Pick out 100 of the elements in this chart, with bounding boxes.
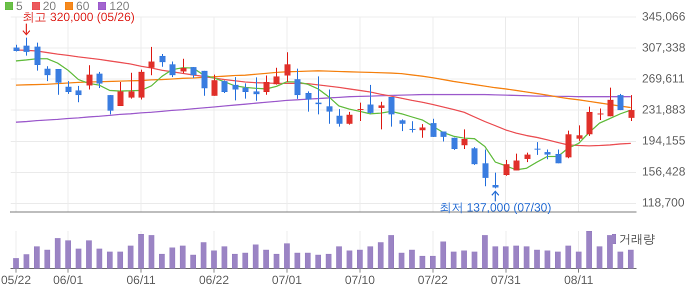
bar	[304, 252, 311, 269]
bar	[169, 248, 176, 269]
bar	[420, 256, 426, 269]
bar	[284, 243, 290, 269]
candlestick	[294, 68, 300, 100]
bar	[242, 252, 248, 269]
bar	[86, 240, 92, 269]
candlestick	[430, 118, 436, 138]
candlestick	[556, 149, 562, 164]
bar	[326, 254, 332, 269]
candlestick	[96, 71, 102, 88]
candlestick	[482, 149, 488, 187]
candlestick	[212, 74, 218, 96]
bar	[13, 258, 19, 269]
y-tick-label: 118,700	[642, 196, 685, 210]
candlestick	[400, 118, 406, 132]
candlestick	[452, 136, 458, 150]
candlestick	[128, 72, 134, 100]
bar	[430, 256, 436, 269]
y-tick-label: 269,611	[642, 71, 685, 86]
bar	[398, 252, 404, 269]
x-tick-label: 07/31	[490, 273, 522, 288]
candlestick	[160, 54, 166, 68]
bar	[148, 235, 154, 269]
candlestick	[242, 82, 248, 100]
candlestick	[368, 84, 374, 114]
candlestick	[264, 75, 270, 96]
candlestick	[472, 146, 478, 166]
annotation: 최저 137,000 (07/30)	[439, 200, 552, 215]
candlestick	[586, 106, 592, 136]
bar	[211, 250, 217, 269]
bar	[596, 246, 602, 269]
bar	[618, 252, 624, 269]
candlestick	[326, 89, 332, 124]
bar	[274, 254, 280, 269]
x-tick-label: 07/22	[418, 273, 448, 288]
bar	[252, 244, 259, 269]
bar	[409, 250, 415, 269]
bar	[586, 231, 592, 269]
bar	[378, 242, 384, 269]
candlestick	[180, 58, 186, 74]
candlestick	[514, 153, 520, 171]
candlestick	[170, 61, 176, 78]
bar	[128, 246, 134, 269]
candlestick	[202, 70, 208, 96]
candlestick	[284, 52, 290, 83]
bar	[200, 242, 206, 269]
bar	[554, 252, 561, 269]
candlestick	[378, 101, 384, 130]
legend-label: 5	[16, 0, 23, 13]
bar	[263, 250, 269, 269]
candlestick	[254, 76, 260, 102]
y-tick-label: 156,428	[642, 164, 686, 179]
x-tick-label: 06/11	[126, 273, 156, 288]
candlestick	[358, 102, 364, 122]
candlestick	[504, 159, 510, 176]
bar	[440, 242, 446, 269]
candlestick	[534, 142, 540, 156]
candlestick	[420, 124, 426, 138]
candlestick	[306, 90, 312, 112]
candlestick	[618, 93, 624, 111]
candlestick	[66, 80, 72, 94]
bar	[576, 252, 582, 269]
bar	[346, 250, 352, 269]
candlestick	[118, 82, 124, 106]
bar	[294, 252, 300, 269]
candlestick	[440, 131, 446, 142]
y-tick-label: 231,883	[642, 102, 686, 117]
x-tick-label: 06/01	[53, 273, 84, 288]
candlestick	[388, 96, 394, 128]
candlestick	[44, 66, 50, 82]
bar	[607, 235, 613, 269]
candlestick	[34, 42, 40, 72]
candlestick	[108, 94, 114, 115]
bar	[180, 246, 186, 269]
candlestick	[316, 76, 322, 115]
bar	[96, 248, 102, 269]
candlestick	[346, 111, 352, 126]
bar	[367, 246, 374, 269]
legend-label: 거래량	[619, 232, 655, 246]
candlestick	[148, 46, 154, 76]
bar	[544, 250, 550, 269]
x-tick-label: 07/01	[272, 273, 302, 288]
bar	[628, 250, 634, 269]
candlestick	[462, 128, 468, 150]
bar	[117, 252, 124, 269]
candlestick	[190, 66, 196, 78]
candlestick	[76, 85, 82, 103]
bar	[315, 254, 322, 269]
bar	[482, 235, 488, 269]
candlestick	[566, 130, 572, 159]
candlestick	[492, 172, 498, 189]
bar	[357, 250, 363, 269]
bar	[138, 234, 144, 269]
candlestick	[598, 108, 604, 120]
candlestick	[274, 67, 280, 86]
candlestick	[628, 94, 634, 122]
x-tick-label: 05/22	[1, 273, 32, 288]
bar	[513, 246, 520, 269]
bar	[106, 252, 113, 269]
